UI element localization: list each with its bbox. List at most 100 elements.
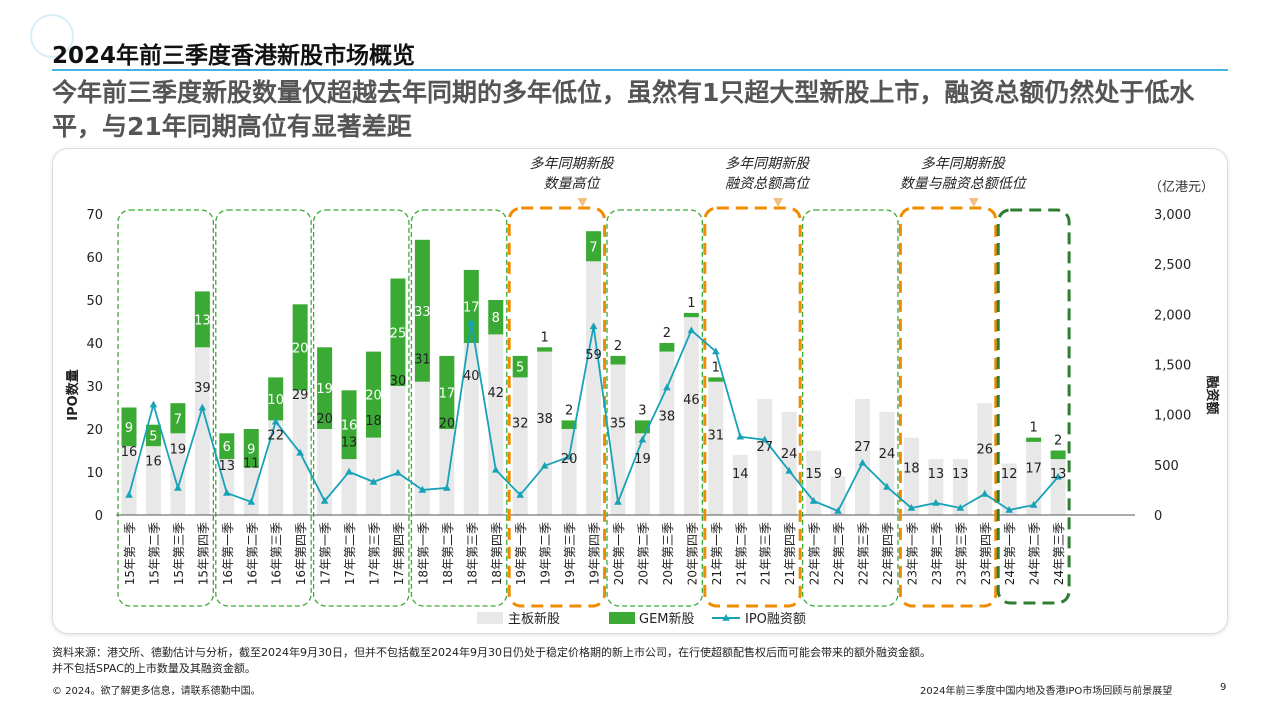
- gem-value-label: 8: [492, 311, 500, 326]
- gem-bar: [414, 239, 430, 382]
- main-board-bar: [879, 411, 895, 515]
- ipo-amount-point: [834, 506, 842, 514]
- category-tick-label: 22年第二季: [832, 522, 846, 585]
- right-axis-tick: 2,000: [1154, 308, 1191, 323]
- ipo-amount-point: [956, 503, 965, 511]
- right-axis-tick: 2,500: [1154, 258, 1191, 273]
- gem-bar: [1050, 450, 1066, 460]
- source-line-1: 资料来源：港交所、德勤估计与分析，截至2024年9月30日，但并不包括截至202…: [52, 646, 931, 659]
- main-board-value-label: 38: [659, 409, 676, 424]
- main-board-value-label: 59: [585, 348, 602, 363]
- main-board-value-label: 31: [414, 353, 431, 368]
- ipo-amount-point: [467, 318, 476, 326]
- ipo-amount-point: [320, 496, 329, 504]
- main-board-value-label: 46: [683, 393, 700, 408]
- left-axis-tick: 0: [95, 509, 103, 524]
- main-board-bar: [219, 459, 235, 515]
- category-tick-label: 17年第四季: [392, 522, 406, 585]
- gem-bar: [708, 377, 724, 382]
- gem-value-label: 20: [365, 389, 382, 404]
- ipo-amount-point: [907, 503, 916, 511]
- legend-swatch-main-board: [477, 612, 503, 624]
- category-tick-label: 22年第一季: [808, 522, 822, 585]
- page-number: 9: [1220, 682, 1227, 693]
- source-line-2: 并不包括SPAC的上市数量及其融资金额。: [52, 662, 256, 675]
- main-board-value-label: 24: [879, 447, 896, 462]
- category-tick-label: 17年第一季: [319, 522, 333, 585]
- gem-value-label: 5: [516, 361, 524, 376]
- category-tick-label: 16年第二季: [245, 522, 259, 585]
- main-board-bar: [439, 429, 455, 515]
- main-board-value-label: 11: [243, 457, 260, 472]
- gem-bar: [390, 278, 406, 386]
- category-tick-label: 19年第四季: [588, 522, 602, 585]
- gem-value-label: 2: [663, 326, 671, 341]
- left-axis-tick: 30: [86, 380, 103, 395]
- group-dashed-box: [606, 209, 703, 607]
- category-tick-label: 15年第二季: [147, 522, 161, 585]
- ipo-amount-point: [174, 483, 182, 491]
- category-tick-label: 18年第三季: [465, 522, 479, 585]
- ipo-amount-point: [540, 461, 549, 469]
- gem-value-label: 1: [687, 296, 695, 311]
- gem-bar: [683, 312, 699, 318]
- gem-bar: [145, 424, 161, 447]
- main-board-bar: [121, 446, 137, 515]
- gem-bar: [292, 304, 308, 391]
- category-tick-label: 24年第二季: [1028, 522, 1042, 585]
- gem-value-label: 20: [292, 341, 309, 356]
- ipo-amount-point: [296, 448, 304, 456]
- title-divider: [52, 69, 1228, 71]
- main-board-value-label: 19: [170, 443, 187, 458]
- category-tick-label: 23年第二季: [930, 522, 944, 585]
- category-tick-label: 18年第四季: [490, 522, 504, 585]
- annotation-arrow: [577, 198, 588, 207]
- ipo-amount-point: [516, 490, 524, 498]
- ipo-amount-point: [638, 435, 647, 443]
- main-board-bar: [145, 446, 161, 515]
- source-note: 资料来源：港交所、德勤估计与分析，截至2024年9月30日，但并不包括截至202…: [52, 645, 1232, 677]
- ipo-amount-point: [614, 497, 622, 505]
- annotation-line-2: 数量高位: [544, 176, 602, 192]
- legend-label-ipo: IPO融资额: [745, 612, 806, 627]
- main-board-bar: [488, 334, 504, 515]
- main-board-value-label: 13: [928, 467, 945, 482]
- main-board-bar: [977, 403, 993, 515]
- ipo-amount-point: [883, 482, 891, 490]
- gem-value-label: 2: [1054, 434, 1062, 449]
- category-tick-label: 23年第一季: [905, 522, 919, 585]
- ipo-amount-point: [271, 417, 280, 425]
- right-axis-tick: 3,000: [1154, 208, 1191, 223]
- group-dashed-box: [996, 208, 1071, 605]
- gem-bar: [586, 231, 602, 262]
- category-tick-label: 22年第三季: [857, 522, 871, 585]
- decorative-circle: [30, 14, 74, 58]
- gem-value-label: 2: [565, 403, 573, 418]
- right-axis-label: 融资额: [1204, 375, 1220, 414]
- annotation-line-1: 多年同期新股: [530, 156, 616, 172]
- main-board-value-label: 16: [145, 454, 162, 469]
- ipo-amount-point: [223, 488, 231, 496]
- right-axis-tick: 1,500: [1154, 359, 1191, 374]
- category-tick-label: 19年第二季: [539, 522, 553, 585]
- main-board-bar: [1026, 441, 1042, 515]
- gem-value-label: 25: [390, 326, 407, 341]
- main-board-bar: [366, 437, 381, 515]
- main-board-value-label: 26: [976, 443, 993, 458]
- gem-bar: [219, 433, 235, 460]
- group-dashed-box: [801, 209, 899, 607]
- ipo-amount-point: [149, 400, 158, 408]
- main-board-bar: [659, 351, 675, 515]
- main-board-bar: [243, 467, 259, 515]
- main-board-bar: [170, 433, 186, 515]
- main-board-value-label: 13: [341, 435, 358, 450]
- gem-bar: [317, 347, 333, 429]
- main-board-value-label: 18: [365, 414, 382, 429]
- main-board-value-label: 22: [267, 428, 284, 443]
- gem-value-label: 16: [341, 419, 358, 434]
- left-axis-tick: 20: [86, 423, 103, 438]
- ipo-amount-point: [1005, 505, 1013, 513]
- legend-label-gem: GEM新股: [639, 611, 695, 627]
- main-board-value-label: 9: [834, 467, 842, 482]
- right-axis-tick: 1,000: [1154, 409, 1191, 424]
